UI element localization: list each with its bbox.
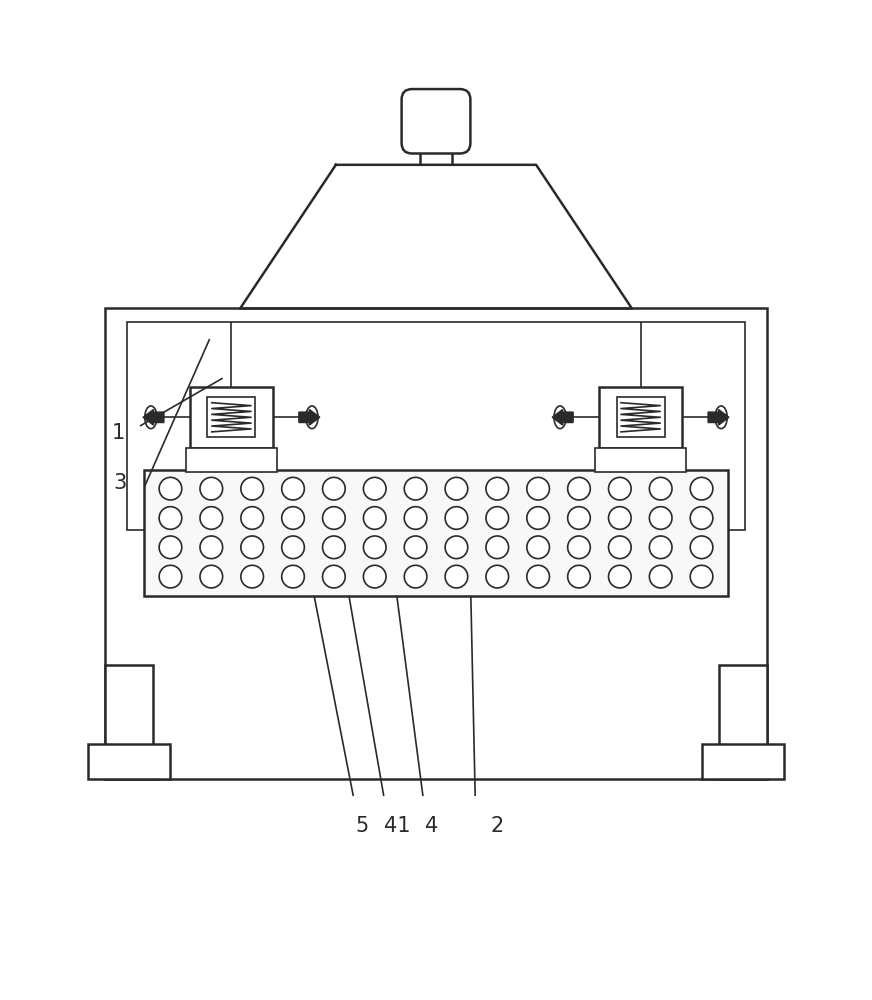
Circle shape bbox=[691, 565, 712, 588]
FancyArrow shape bbox=[143, 409, 164, 425]
Circle shape bbox=[527, 565, 549, 588]
Circle shape bbox=[445, 536, 467, 559]
Text: 5: 5 bbox=[356, 816, 369, 836]
Circle shape bbox=[200, 507, 222, 529]
FancyArrow shape bbox=[299, 409, 320, 425]
Circle shape bbox=[200, 536, 222, 559]
Circle shape bbox=[160, 507, 181, 529]
Circle shape bbox=[241, 477, 263, 500]
Circle shape bbox=[241, 565, 263, 588]
Bar bbox=[186, 448, 277, 472]
Circle shape bbox=[650, 507, 672, 529]
Text: 1: 1 bbox=[112, 423, 125, 443]
Text: 41: 41 bbox=[384, 816, 410, 836]
Circle shape bbox=[445, 507, 467, 529]
Circle shape bbox=[609, 477, 631, 500]
Bar bbox=[106, 665, 153, 779]
FancyArrow shape bbox=[552, 409, 573, 425]
Circle shape bbox=[527, 536, 549, 559]
Circle shape bbox=[691, 507, 712, 529]
Text: 4: 4 bbox=[425, 816, 439, 836]
Bar bbox=[702, 744, 784, 779]
Bar bbox=[208, 397, 255, 437]
Ellipse shape bbox=[554, 406, 566, 429]
Circle shape bbox=[282, 565, 304, 588]
Bar bbox=[719, 665, 766, 779]
Circle shape bbox=[160, 565, 181, 588]
Bar bbox=[595, 448, 686, 472]
Circle shape bbox=[405, 536, 427, 559]
Circle shape bbox=[200, 565, 222, 588]
FancyBboxPatch shape bbox=[402, 89, 470, 153]
Ellipse shape bbox=[715, 406, 727, 429]
Circle shape bbox=[486, 536, 508, 559]
Circle shape bbox=[405, 507, 427, 529]
Circle shape bbox=[568, 536, 590, 559]
Circle shape bbox=[323, 507, 345, 529]
Circle shape bbox=[568, 565, 590, 588]
Circle shape bbox=[650, 536, 672, 559]
Circle shape bbox=[241, 536, 263, 559]
Circle shape bbox=[568, 477, 590, 500]
Circle shape bbox=[609, 507, 631, 529]
Circle shape bbox=[691, 477, 712, 500]
Circle shape bbox=[160, 536, 181, 559]
Circle shape bbox=[405, 477, 427, 500]
Bar bbox=[617, 397, 664, 437]
Circle shape bbox=[323, 565, 345, 588]
Text: 2: 2 bbox=[490, 816, 503, 836]
Bar bbox=[145, 470, 727, 596]
Circle shape bbox=[364, 507, 386, 529]
Circle shape bbox=[691, 536, 712, 559]
Circle shape bbox=[323, 536, 345, 559]
Circle shape bbox=[486, 507, 508, 529]
Circle shape bbox=[445, 477, 467, 500]
Circle shape bbox=[241, 507, 263, 529]
Circle shape bbox=[609, 565, 631, 588]
Circle shape bbox=[445, 565, 467, 588]
Ellipse shape bbox=[145, 406, 157, 429]
Circle shape bbox=[486, 477, 508, 500]
Circle shape bbox=[609, 536, 631, 559]
Circle shape bbox=[650, 477, 672, 500]
Circle shape bbox=[282, 507, 304, 529]
Circle shape bbox=[200, 477, 222, 500]
Circle shape bbox=[160, 477, 181, 500]
Text: 3: 3 bbox=[113, 473, 126, 493]
Circle shape bbox=[323, 477, 345, 500]
Circle shape bbox=[568, 507, 590, 529]
Circle shape bbox=[364, 477, 386, 500]
FancyArrow shape bbox=[708, 409, 729, 425]
Bar bbox=[106, 308, 766, 779]
Circle shape bbox=[282, 536, 304, 559]
Circle shape bbox=[486, 565, 508, 588]
Circle shape bbox=[650, 565, 672, 588]
Polygon shape bbox=[240, 165, 632, 308]
Circle shape bbox=[364, 536, 386, 559]
Circle shape bbox=[527, 477, 549, 500]
Circle shape bbox=[282, 477, 304, 500]
Circle shape bbox=[405, 565, 427, 588]
Bar bbox=[599, 387, 682, 448]
Bar bbox=[190, 387, 273, 448]
Bar bbox=[127, 322, 745, 530]
Bar bbox=[88, 744, 170, 779]
Ellipse shape bbox=[306, 406, 318, 429]
Circle shape bbox=[364, 565, 386, 588]
Circle shape bbox=[527, 507, 549, 529]
